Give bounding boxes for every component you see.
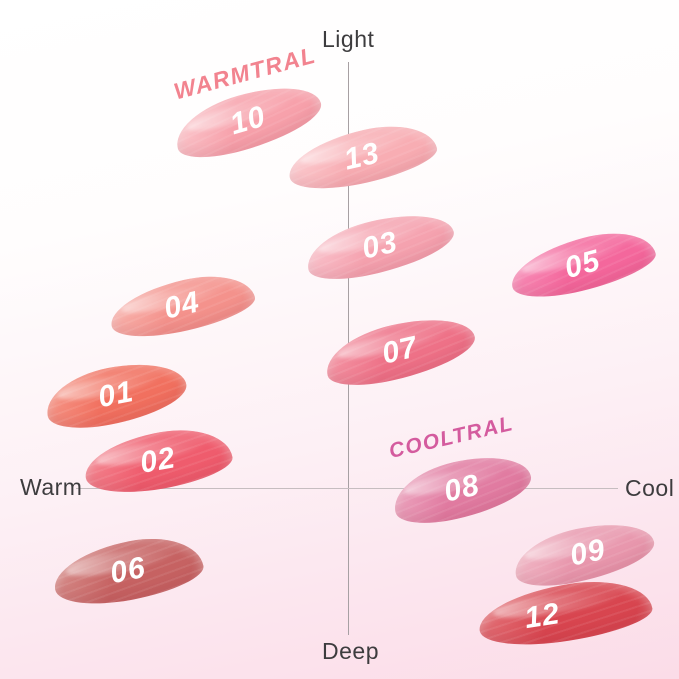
swatch-02-number: 02 <box>137 441 179 480</box>
swatch-03-number: 03 <box>358 225 401 266</box>
swatch-05: 05 <box>504 220 661 309</box>
warm-cool-axis-line <box>76 488 618 489</box>
axis-label-cool: Cool <box>625 475 675 501</box>
swatch-02: 02 <box>80 420 236 502</box>
swatch-01: 01 <box>40 353 192 437</box>
swatch-07-number: 07 <box>378 330 421 371</box>
swatch-08-number: 08 <box>440 468 483 509</box>
swatch-13: 13 <box>283 114 441 200</box>
swatch-12: 12 <box>474 571 656 655</box>
swatch-01-number: 01 <box>95 374 137 415</box>
swatch-09-number: 09 <box>567 532 609 573</box>
axis-label-deep: Deep <box>322 638 379 664</box>
swatch-10-number: 10 <box>226 99 270 142</box>
swatch-06-number: 06 <box>107 550 149 591</box>
swatch-05-number: 05 <box>561 243 604 285</box>
axis-label-light: Light <box>322 26 375 52</box>
swatch-13-number: 13 <box>340 136 383 177</box>
swatch-04-number: 04 <box>160 285 203 326</box>
swatch-12-number: 12 <box>522 597 563 636</box>
cooltral-group-label: COOLTRAL <box>386 411 516 463</box>
swatch-07: 07 <box>319 307 481 395</box>
swatch-04: 04 <box>105 265 259 347</box>
swatch-03: 03 <box>301 203 459 289</box>
axis-label-warm: Warm <box>20 474 83 500</box>
swatch-06: 06 <box>48 528 208 614</box>
